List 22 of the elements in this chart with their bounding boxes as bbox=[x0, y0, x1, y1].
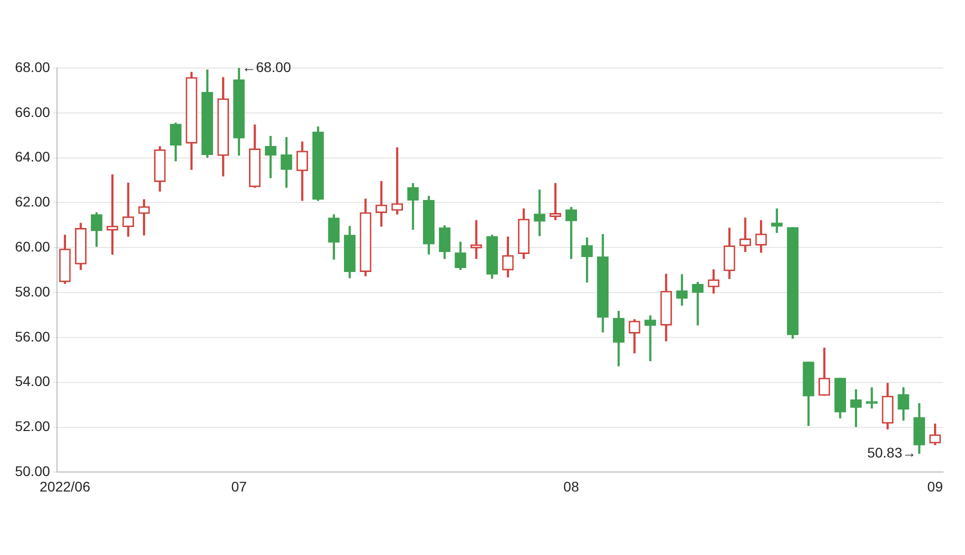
candlestick bbox=[692, 282, 704, 326]
y-tick-label: 58.00 bbox=[14, 283, 50, 300]
y-tick-label: 60.00 bbox=[14, 238, 50, 255]
candlestick bbox=[866, 387, 878, 409]
x-tick-label: 2022/06 bbox=[40, 478, 90, 494]
y-tick-label: 52.00 bbox=[14, 418, 50, 434]
candlestick bbox=[122, 182, 134, 237]
annotation: 50.83→ bbox=[867, 444, 916, 460]
annotation: ←68.00 bbox=[242, 58, 292, 75]
candlestick bbox=[644, 315, 656, 362]
y-tick-label: 56.00 bbox=[14, 328, 50, 344]
x-tick-label: 07 bbox=[231, 478, 247, 494]
candlestick bbox=[739, 218, 752, 252]
candlestick bbox=[470, 220, 482, 259]
x-tick-label: 08 bbox=[563, 478, 580, 494]
y-tick-label: 50.00 bbox=[14, 463, 50, 480]
y-tick-label: 64.00 bbox=[14, 148, 50, 165]
y-tick-label: 54.00 bbox=[14, 373, 50, 390]
y-tick-label: 62.00 bbox=[14, 194, 50, 210]
y-tick-label: 66.00 bbox=[14, 104, 50, 120]
x-tick-label: 09 bbox=[927, 478, 944, 494]
y-tick-label: 68.00 bbox=[14, 58, 50, 75]
